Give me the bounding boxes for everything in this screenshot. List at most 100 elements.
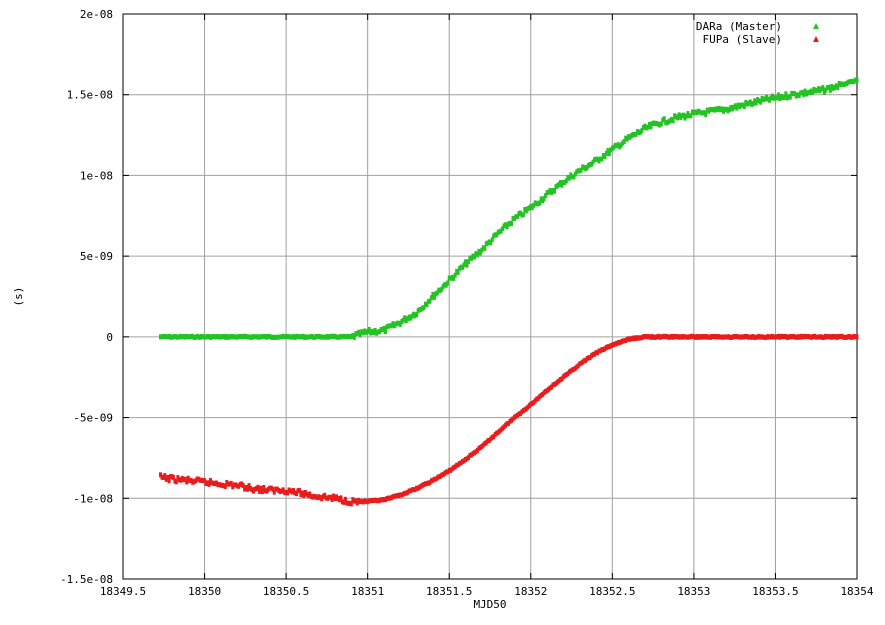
data-point [772, 334, 776, 340]
data-point [705, 334, 709, 340]
data-point [766, 334, 770, 340]
plot-frame [122, 13, 858, 580]
data-point [538, 200, 542, 206]
data-point [808, 334, 812, 340]
data-point [345, 334, 349, 340]
data-point [786, 334, 790, 340]
data-point [212, 334, 216, 340]
data-point [186, 334, 190, 340]
data-point [802, 334, 806, 340]
data-point [751, 334, 755, 340]
data-point [174, 479, 178, 485]
data-point [328, 333, 332, 339]
data-point [203, 334, 207, 340]
data-point [342, 333, 346, 339]
data-point [304, 334, 308, 340]
x-tick-label: 18354 [840, 585, 873, 598]
data-point [775, 95, 779, 101]
y-axis-label: (s) [12, 287, 25, 307]
data-point [544, 193, 548, 199]
data-point [684, 113, 688, 119]
data-point [793, 334, 797, 340]
data-point [736, 334, 740, 340]
legend-marker-triangle-icon [813, 36, 819, 42]
data-point [272, 489, 276, 495]
data-point [764, 334, 768, 340]
data-point [821, 85, 825, 91]
data-point [849, 334, 853, 340]
data-point [236, 334, 240, 340]
data-point [295, 333, 299, 339]
data-point [219, 334, 223, 340]
data-point [343, 334, 347, 340]
y-tick-label: 1e-08 [80, 169, 113, 182]
data-point [207, 481, 211, 487]
data-point [659, 121, 663, 127]
data-point [728, 334, 732, 340]
data-point [332, 493, 336, 499]
data-point [248, 334, 252, 340]
data-point [748, 334, 752, 340]
data-point [483, 245, 487, 251]
data-point [699, 334, 703, 340]
data-point [640, 127, 644, 133]
data-point [284, 334, 288, 340]
data-point [348, 334, 352, 340]
data-point [716, 334, 720, 340]
data-point [600, 156, 604, 162]
data-point [327, 334, 331, 340]
data-point [466, 259, 470, 265]
data-point [695, 333, 699, 339]
data-point [784, 91, 788, 97]
data-point [696, 334, 700, 340]
y-tick-label: 2e-08 [80, 8, 113, 21]
data-point [269, 334, 273, 340]
data-point [185, 479, 189, 485]
data-point [817, 334, 821, 340]
data-point [184, 333, 188, 339]
data-point [331, 333, 335, 339]
data-point [428, 298, 432, 304]
data-point [710, 333, 714, 339]
data-point [311, 334, 315, 340]
data-point [730, 334, 734, 340]
data-point [160, 334, 164, 340]
data-point [837, 334, 841, 340]
data-point [383, 329, 387, 335]
y-tick-label: -5e-09 [73, 412, 113, 425]
data-point [195, 333, 199, 339]
data-point [709, 334, 713, 340]
legend-label: FUPa (Slave) [703, 33, 782, 46]
data-point [355, 500, 359, 506]
data-point [429, 295, 433, 301]
data-point [293, 334, 297, 340]
data-point [767, 334, 771, 340]
data-point [302, 493, 306, 499]
data-point [200, 333, 204, 339]
data-point [281, 333, 285, 339]
data-point [521, 212, 525, 218]
data-point [446, 280, 450, 286]
data-point [835, 334, 839, 340]
data-point [201, 334, 205, 340]
data-point [255, 334, 259, 340]
data-point [237, 333, 241, 339]
data-point [712, 334, 716, 340]
y-tick-label: -1.5e-08 [60, 573, 113, 586]
data-point [215, 334, 219, 340]
data-point [258, 334, 262, 340]
data-point [280, 334, 284, 340]
data-point [171, 334, 175, 340]
data-point [811, 89, 815, 95]
data-point [816, 334, 820, 340]
data-point [277, 334, 281, 340]
data-point [192, 334, 196, 340]
data-point [567, 175, 571, 181]
data-point [722, 334, 726, 340]
data-point [792, 333, 796, 339]
data-point [337, 334, 341, 340]
data-point [325, 334, 329, 340]
data-point [286, 490, 290, 496]
data-point [799, 333, 803, 339]
data-point [177, 334, 181, 340]
